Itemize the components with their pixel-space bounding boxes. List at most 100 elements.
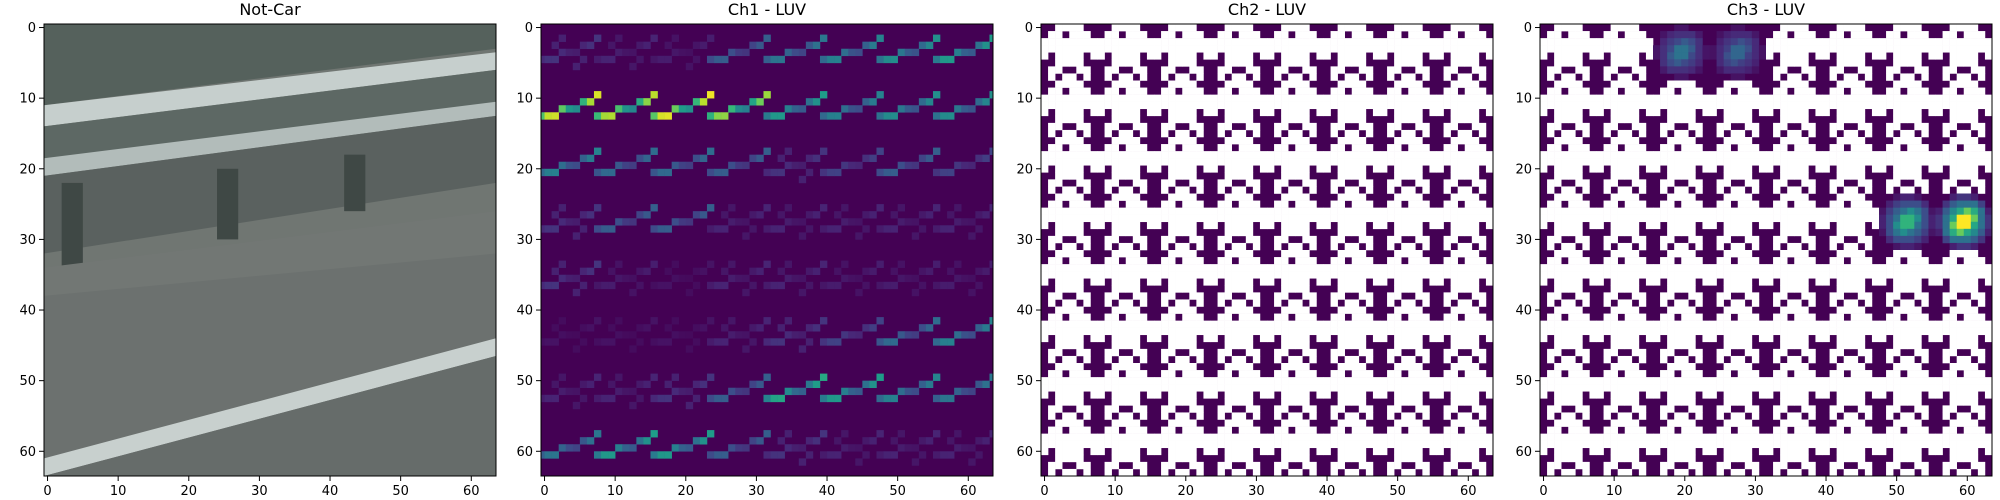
hog-pixel	[1337, 426, 1345, 434]
hog-pixel	[1111, 334, 1119, 343]
hog-pixel	[1168, 405, 1176, 413]
hog-pixel	[1146, 278, 1155, 286]
hog-pixel	[1083, 235, 1091, 244]
hog-pixel	[1231, 221, 1240, 230]
hog-pixel	[1281, 271, 1289, 279]
hog-pixel	[1422, 440, 1430, 449]
hog-pixel	[1387, 370, 1395, 378]
hog-pixel	[1330, 38, 1338, 46]
hog-pixel	[1161, 433, 1169, 441]
hog-pixel	[1083, 264, 1091, 272]
hog-pixel	[1436, 377, 1444, 385]
hog-pixel	[1161, 214, 1169, 223]
hog-pixel	[1984, 38, 1992, 46]
hog-pixel	[1351, 31, 1360, 39]
hog-pixel	[1443, 38, 1451, 46]
hog-pixel	[636, 394, 644, 403]
hog-pixel	[1443, 377, 1451, 385]
hog-pixel	[1076, 52, 1084, 60]
hog-pixel	[1295, 144, 1303, 152]
hog-pixel	[1168, 419, 1176, 427]
hog-pixel	[1274, 468, 1282, 476]
hog-pixel	[1224, 172, 1232, 180]
hog-pixel	[1118, 341, 1127, 350]
hog-pixel	[1921, 144, 1929, 152]
hog-pixel	[1408, 115, 1416, 124]
hog-pixel	[1295, 38, 1303, 46]
hog-pixel	[636, 267, 644, 276]
hog-pixel	[1380, 52, 1388, 60]
hog-pixel	[1723, 165, 1731, 173]
hog-pixel	[1436, 271, 1444, 279]
hog-pixel	[1118, 264, 1127, 272]
hog-pixel	[1667, 38, 1675, 46]
hog-pixel	[1252, 426, 1261, 434]
hog-pixel	[1415, 108, 1423, 117]
hog-pixel	[1575, 151, 1583, 159]
hog-pixel	[1154, 271, 1162, 279]
hog-pixel	[1709, 94, 1717, 102]
hog-pixel	[1836, 38, 1844, 46]
hog-pixel	[1245, 200, 1254, 208]
hog-pixel	[1196, 31, 1204, 39]
hog-pixel	[1083, 87, 1091, 95]
hog-pixel	[1582, 235, 1590, 244]
hog-pixel	[1380, 101, 1388, 110]
hog-pixel	[1829, 186, 1837, 194]
hog-pixel	[1104, 468, 1112, 476]
hog-pixel	[1702, 45, 1710, 53]
hog-pixel	[1864, 94, 1873, 102]
hog-pixel	[1401, 129, 1409, 138]
hog-pixel	[890, 225, 898, 233]
hog-pixel	[1843, 186, 1852, 194]
hog-pixel	[1365, 179, 1374, 187]
hog-pixel	[1422, 66, 1430, 74]
hog-pixel	[1380, 334, 1388, 343]
hog-pixel	[1758, 151, 1767, 159]
hog-pixel	[1111, 214, 1119, 223]
hog-pixel	[1274, 440, 1282, 449]
hog-pixel	[1956, 108, 1965, 117]
hog-pixel	[1540, 158, 1548, 166]
hog-pixel	[1667, 221, 1675, 230]
hog-pixel	[1963, 108, 1972, 117]
hog-pixel	[1387, 200, 1395, 208]
hog-pixel	[1041, 165, 1049, 173]
hog-pixel	[1836, 221, 1844, 230]
hog-pixel	[1231, 440, 1240, 449]
hog-pixel	[1161, 320, 1169, 328]
hog-pixel	[1217, 207, 1225, 215]
hog-pixel	[1723, 87, 1731, 95]
hog-pixel	[1942, 94, 1950, 102]
hog-pixel	[1843, 108, 1852, 117]
hog-pixel	[1104, 313, 1112, 321]
hog-cell	[1540, 193, 1597, 251]
hog-pixel	[876, 147, 884, 155]
hog-pixel	[1751, 179, 1760, 187]
hog-pixel	[1281, 165, 1289, 173]
hog-pixel	[1252, 320, 1261, 328]
hog-pixel	[1168, 144, 1176, 152]
hog-pixel	[1408, 412, 1416, 420]
hog-pixel	[1069, 242, 1077, 251]
hog-pixel	[1582, 207, 1590, 215]
hog-cell	[1267, 193, 1324, 251]
hog-pixel	[1907, 94, 1915, 102]
hog-pixel	[1758, 214, 1767, 223]
hog-pixel	[1132, 228, 1141, 237]
hog-pixel	[1224, 426, 1232, 434]
hog-pixel	[798, 232, 807, 240]
hog-pixel	[1603, 94, 1611, 102]
hog-pixel	[1900, 94, 1908, 102]
hog-pixel	[1330, 299, 1338, 307]
hog-pixel	[1471, 285, 1480, 293]
hog-pixel	[1224, 101, 1232, 110]
hog-pixel	[1471, 426, 1480, 434]
hog-pixel	[1281, 94, 1289, 102]
hog-pixel	[1281, 221, 1289, 230]
hog-pixel	[1478, 122, 1487, 131]
hog-pixel	[1344, 271, 1353, 279]
hog-pixel	[541, 55, 545, 64]
hog-pixel	[1730, 59, 1739, 67]
hog-pixel	[1457, 228, 1466, 237]
